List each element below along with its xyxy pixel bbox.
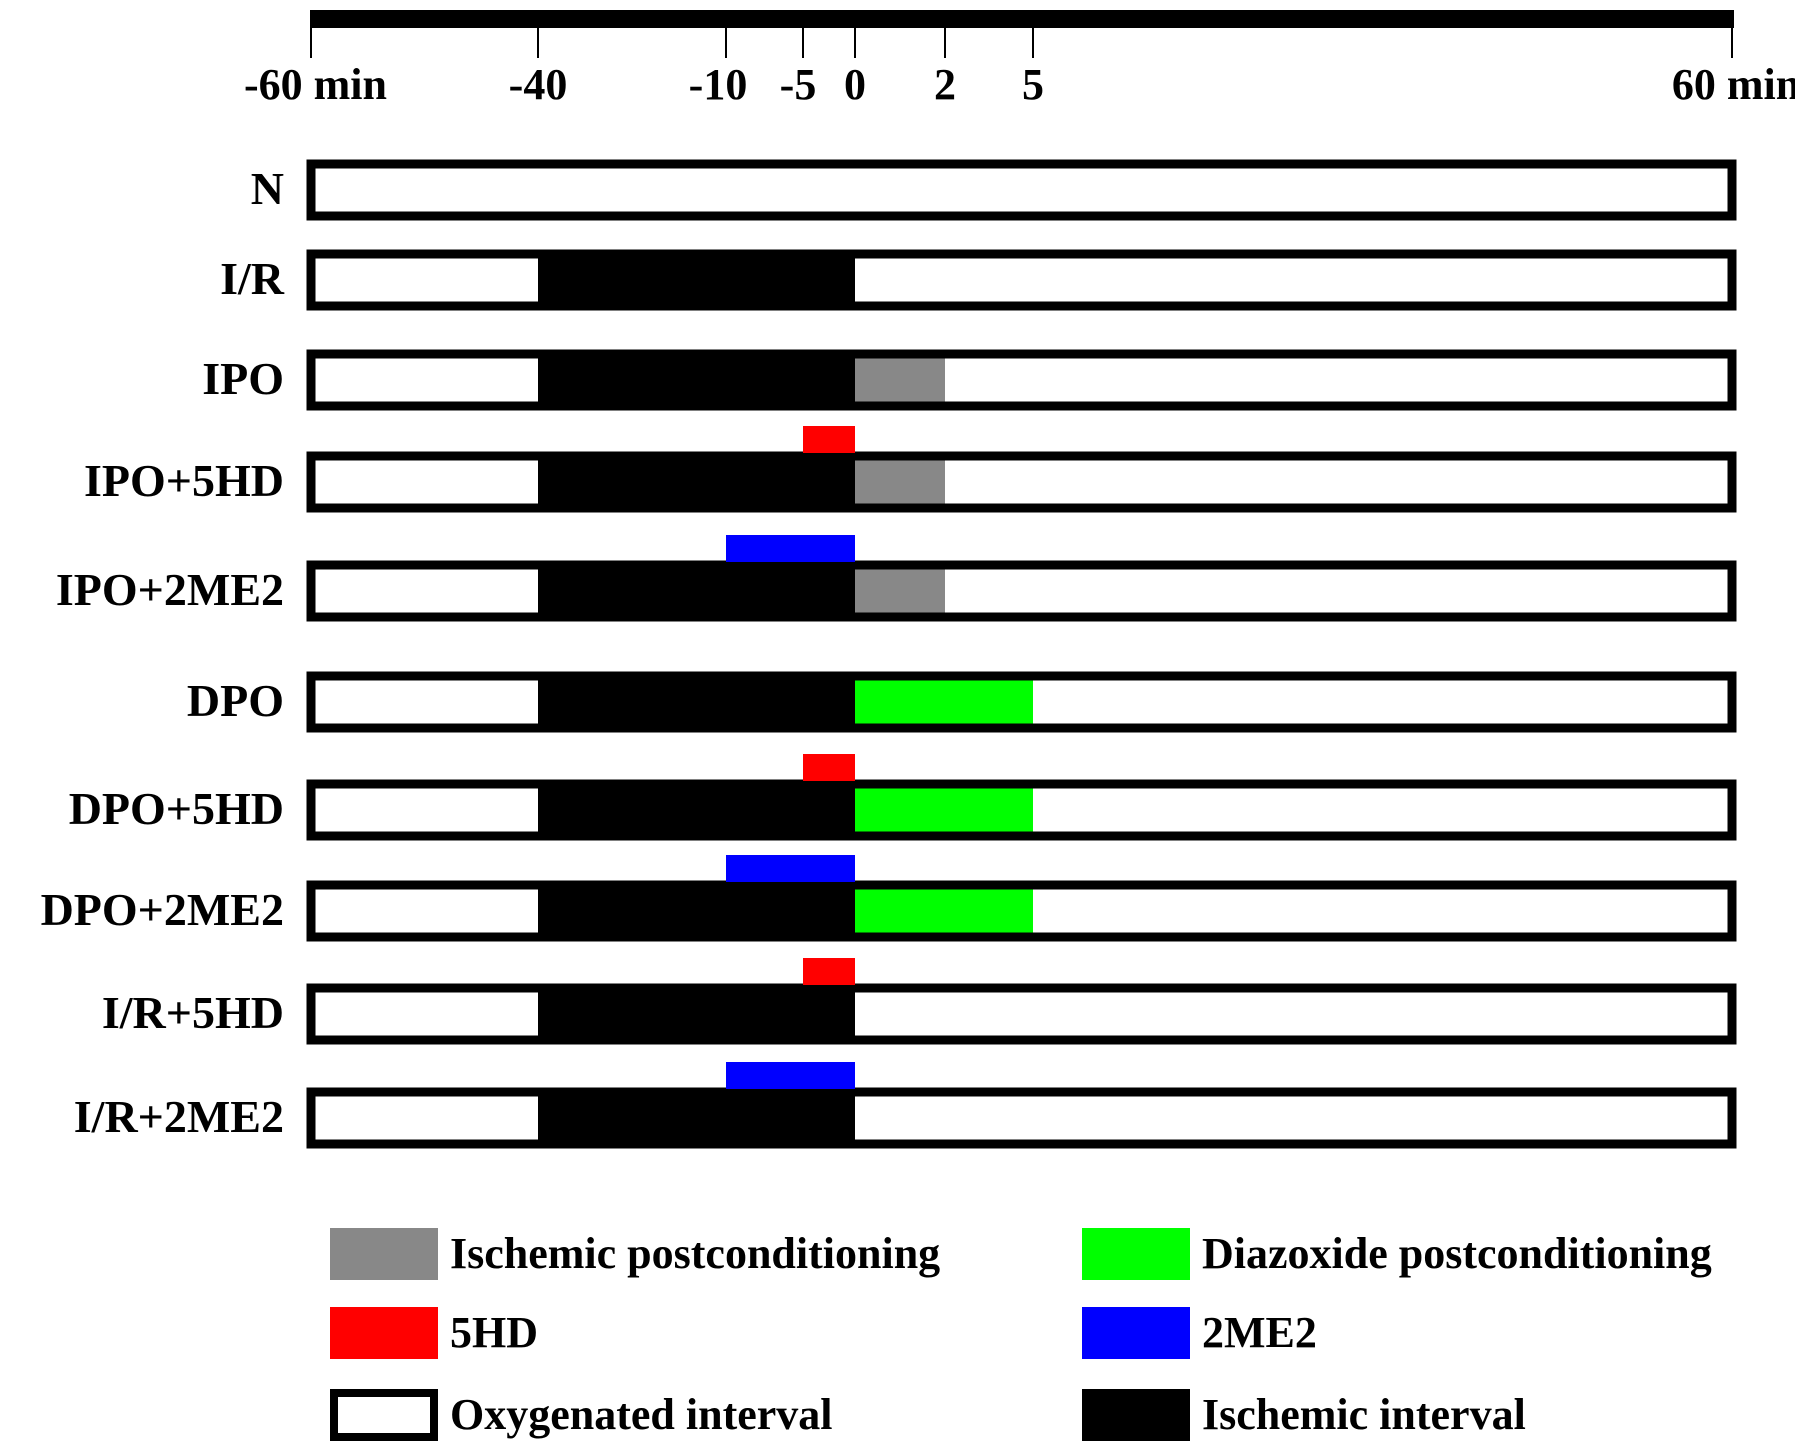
legend-item: Ischemic interval <box>1082 1389 1526 1441</box>
legend-swatch <box>1082 1389 1190 1441</box>
legend-swatch <box>330 1389 438 1441</box>
oxygenated-interval-bar <box>311 254 1732 306</box>
group-label: DPO <box>187 675 284 726</box>
oxygenated-interval-bar <box>311 565 1732 617</box>
group-bar-outline <box>306 159 1737 221</box>
ischemic-postconditioning-segment <box>855 354 945 406</box>
group-label: I/R <box>220 253 285 304</box>
tick-label: 2 <box>934 60 956 109</box>
5hd-treatment-bar <box>803 426 855 453</box>
oxygenated-interval-bar <box>311 354 1732 406</box>
legend-swatch <box>330 1307 438 1359</box>
5hd-treatment-bar <box>803 958 855 985</box>
group-bar-outline <box>306 249 1737 311</box>
group-row: DPO+2ME2 <box>41 855 1737 942</box>
group-label: IPO <box>202 353 284 404</box>
group-label: I/R+5HD <box>102 987 284 1038</box>
group-bar-outline <box>306 779 1737 841</box>
legend-swatch <box>330 1228 438 1280</box>
group-bar-outline <box>306 671 1737 733</box>
group-row: I/R+5HD <box>102 958 1737 1045</box>
2me2-treatment-bar <box>726 535 855 562</box>
group-bar-outline <box>306 983 1737 1045</box>
legend-swatch <box>1082 1307 1190 1359</box>
oxygenated-interval-bar <box>311 164 1732 216</box>
legend: Ischemic postconditioning Diazoxide postc… <box>330 1228 1712 1441</box>
tick-label: -40 <box>509 60 568 109</box>
legend-label: Ischemic postconditioning <box>450 1229 940 1278</box>
group-row: DPO+5HD <box>69 754 1737 841</box>
tick-label: -10 <box>689 60 748 109</box>
group-row: IPO+5HD <box>84 426 1737 513</box>
ischemic-postconditioning-segment <box>855 565 945 617</box>
legend-label: Ischemic interval <box>1202 1390 1526 1439</box>
group-bar-outline <box>306 451 1737 513</box>
group-row: N <box>251 159 1737 221</box>
ischemic-interval-segment <box>538 988 855 1040</box>
group-label: IPO+5HD <box>84 455 284 506</box>
ischemic-interval-segment <box>538 354 855 406</box>
tick-label: -60 min <box>244 60 387 109</box>
tick-label: 5 <box>1022 60 1044 109</box>
ischemic-postconditioning-segment <box>855 456 945 508</box>
ischemic-interval-segment <box>538 1092 855 1144</box>
oxygenated-interval-bar <box>311 1092 1732 1144</box>
legend-label: Diazoxide postconditioning <box>1202 1229 1712 1278</box>
group-bar-outline <box>306 349 1737 411</box>
tick-label: 60 min <box>1672 60 1795 109</box>
legend-label: 5HD <box>450 1308 538 1357</box>
group-label: N <box>251 163 284 214</box>
ischemic-interval-segment <box>538 254 855 306</box>
group-row: IPO+2ME2 <box>56 535 1737 622</box>
group-label: DPO+2ME2 <box>41 884 284 935</box>
legend-item: 2ME2 <box>1082 1307 1317 1359</box>
timeline-axis-bar <box>310 10 1734 28</box>
group-row: I/R+2ME2 <box>74 1062 1737 1149</box>
tick-label: -5 <box>780 60 817 109</box>
oxygenated-interval-bar <box>311 988 1732 1040</box>
group-bar-outline <box>306 560 1737 622</box>
group-bar-outline <box>306 1087 1737 1149</box>
legend-label: 2ME2 <box>1202 1308 1317 1357</box>
legend-item: Oxygenated interval <box>330 1389 833 1441</box>
oxygenated-interval-bar <box>311 456 1732 508</box>
diazoxide-postconditioning-segment <box>855 784 1033 836</box>
ischemic-interval-segment <box>538 784 855 836</box>
group-row: IPO <box>202 349 1737 411</box>
legend-item: Ischemic postconditioning <box>330 1228 940 1280</box>
2me2-treatment-bar <box>726 855 855 882</box>
diazoxide-postconditioning-segment <box>855 676 1033 728</box>
legend-label: Oxygenated interval <box>450 1390 833 1439</box>
group-bar-outline <box>306 880 1737 942</box>
group-label: IPO+2ME2 <box>56 564 284 615</box>
ischemic-interval-segment <box>538 676 855 728</box>
group-label: I/R+2ME2 <box>74 1091 284 1142</box>
group-row: I/R <box>220 249 1737 311</box>
group-label: DPO+5HD <box>69 783 284 834</box>
diazoxide-postconditioning-segment <box>855 885 1033 937</box>
ischemic-interval-segment <box>538 565 855 617</box>
legend-item: Diazoxide postconditioning <box>1082 1228 1712 1280</box>
tick-label: 0 <box>844 60 866 109</box>
legend-item: 5HD <box>330 1307 538 1359</box>
timeline-ticks: -60 min -40 -10 -5 0 2 5 60 min <box>244 28 1795 109</box>
legend-swatch <box>1082 1228 1190 1280</box>
ischemic-interval-segment <box>538 456 855 508</box>
ischemic-interval-segment <box>538 885 855 937</box>
group-rows: N I/R IPO IPO+5HD IPO+2ME2 DPO DPO+5HD DPO+2ME2… <box>41 159 1737 1149</box>
group-row: DPO <box>187 671 1737 733</box>
5hd-treatment-bar <box>803 754 855 781</box>
2me2-treatment-bar <box>726 1062 855 1089</box>
